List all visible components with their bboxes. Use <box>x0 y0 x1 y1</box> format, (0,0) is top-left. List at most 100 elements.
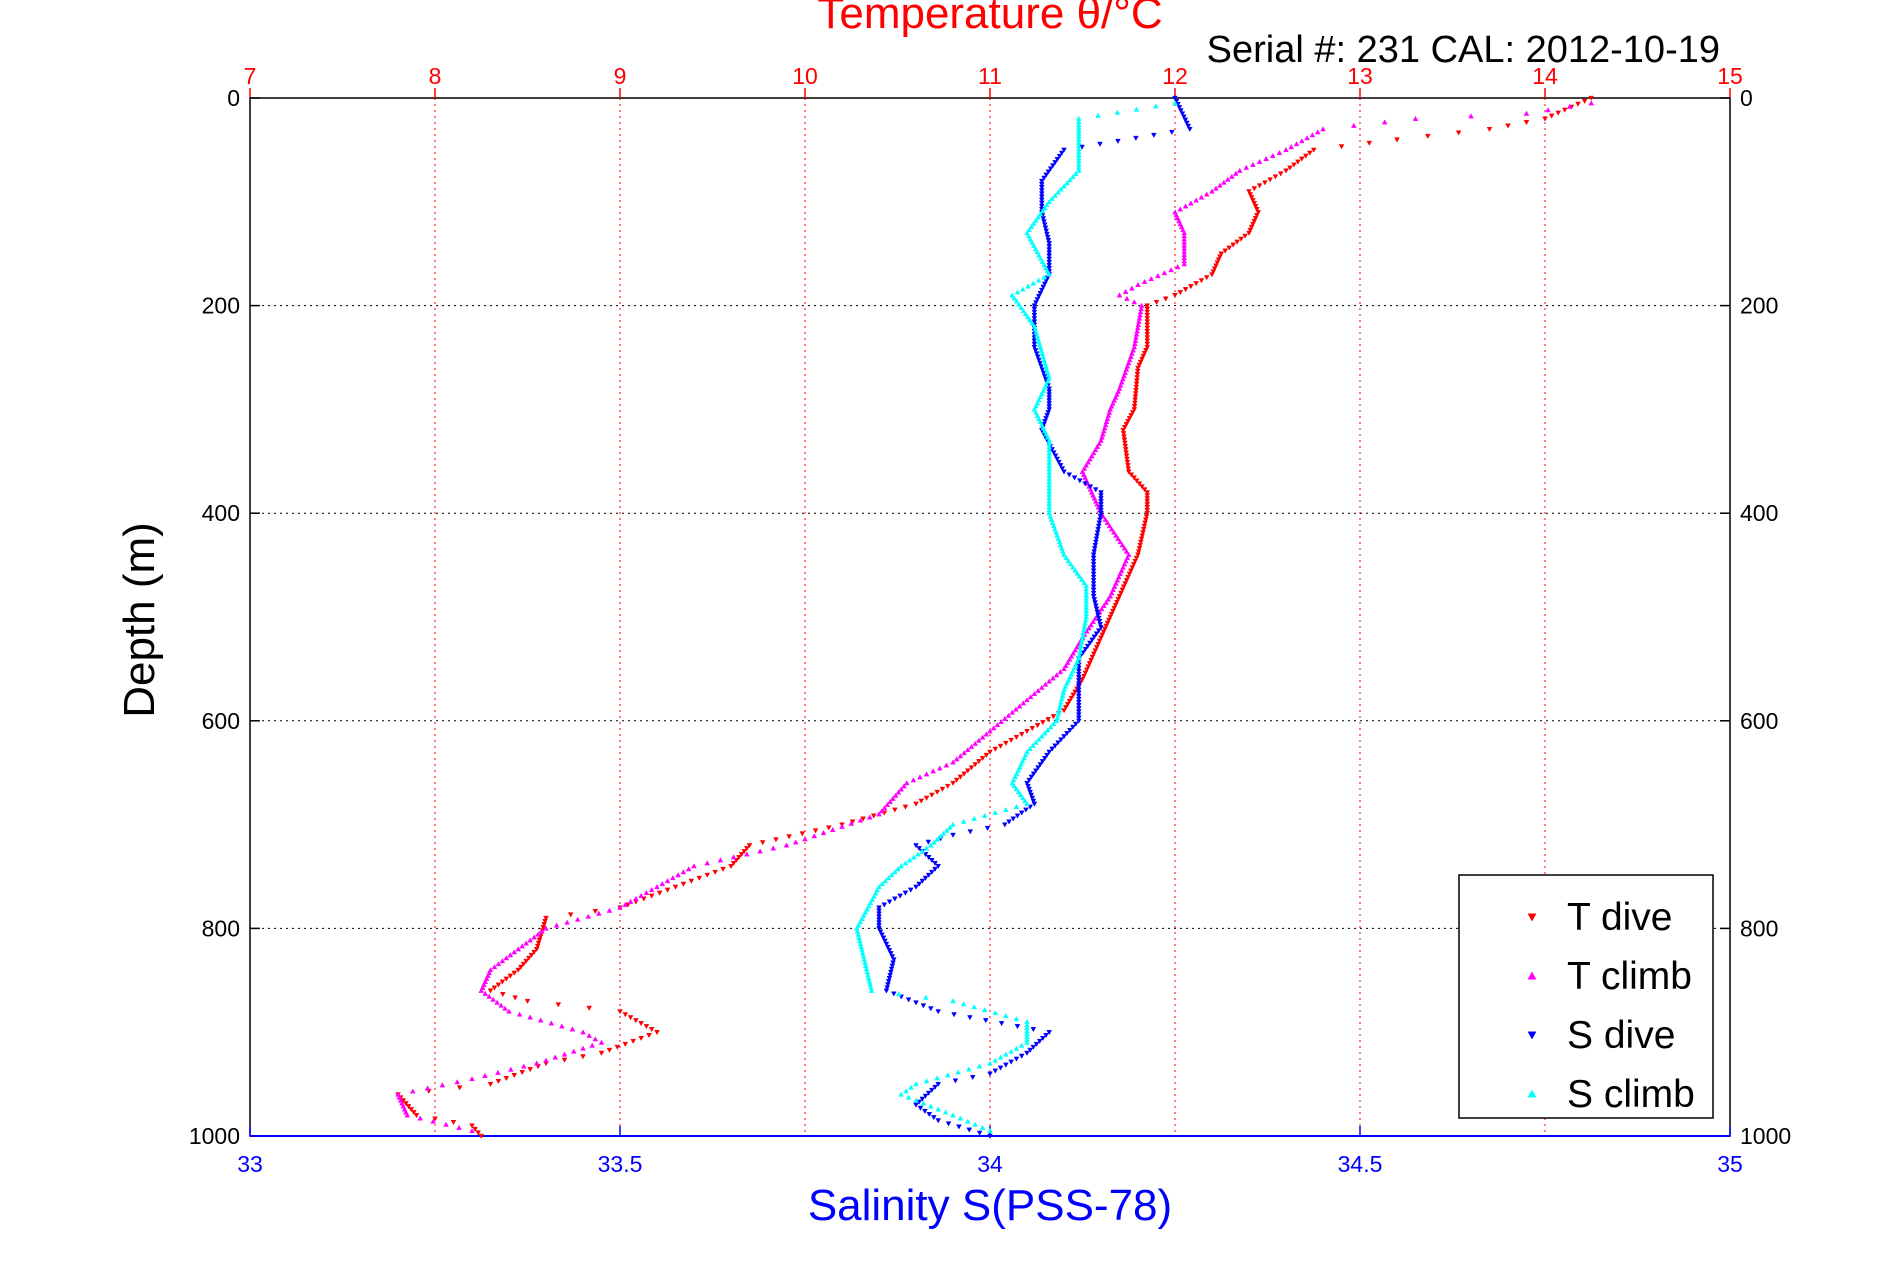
data-point <box>953 756 960 762</box>
data-point <box>1093 536 1100 542</box>
data-point <box>879 880 885 887</box>
data-point <box>1217 254 1223 260</box>
data-point <box>1133 381 1140 387</box>
x-axis-label: Salinity S(PSS-78) <box>808 1181 1172 1230</box>
data-point <box>926 1112 933 1118</box>
data-point <box>503 1075 510 1082</box>
data-point <box>543 1057 549 1063</box>
data-point <box>1548 113 1555 119</box>
data-point <box>1098 502 1104 508</box>
data-point <box>704 860 711 866</box>
data-point <box>1087 484 1094 490</box>
data-point <box>643 889 650 895</box>
data-point <box>892 869 898 875</box>
data-point <box>1064 180 1070 186</box>
data-point <box>586 1032 592 1038</box>
data-point <box>1041 373 1048 379</box>
data-point <box>1041 274 1047 280</box>
data-point <box>1222 248 1229 254</box>
data-point <box>876 923 882 929</box>
tick-label-depth-right: 1000 <box>1740 1123 1791 1149</box>
data-point <box>1090 584 1097 590</box>
data-point <box>966 1127 973 1133</box>
tick-label-depth-right: 400 <box>1740 500 1778 526</box>
data-point <box>1120 584 1127 590</box>
data-point <box>1046 386 1053 392</box>
data-point <box>553 922 560 928</box>
data-point <box>895 789 902 795</box>
data-point <box>1234 239 1240 245</box>
data-point <box>990 725 997 731</box>
data-point <box>857 817 864 823</box>
data-point <box>935 1106 942 1112</box>
data-point <box>654 1030 660 1036</box>
data-point <box>738 852 745 858</box>
data-point <box>871 893 877 899</box>
data-point <box>1031 242 1037 248</box>
data-point <box>1184 120 1190 126</box>
data-point <box>876 926 882 932</box>
data-point <box>1143 517 1149 523</box>
data-point <box>1065 558 1072 564</box>
data-point <box>1135 549 1142 555</box>
data-point <box>411 1110 417 1116</box>
legend-marker-s-climb <box>1527 1089 1537 1098</box>
data-point <box>857 919 864 925</box>
data-point <box>950 832 956 838</box>
data-point <box>1061 665 1067 672</box>
data-point <box>675 872 681 878</box>
data-point <box>494 999 500 1005</box>
data-point <box>1098 490 1104 496</box>
data-point <box>1126 571 1133 577</box>
data-point <box>1098 437 1104 443</box>
data-point <box>889 963 896 969</box>
data-point <box>877 929 884 935</box>
data-point <box>916 846 922 852</box>
data-point <box>1134 378 1140 384</box>
data-point <box>516 1011 523 1017</box>
data-point <box>922 875 929 881</box>
data-point <box>1566 103 1573 109</box>
data-point <box>972 1121 979 1127</box>
data-point <box>1106 617 1112 623</box>
data-point <box>1091 651 1097 657</box>
data-point <box>1042 265 1049 271</box>
data-point <box>1104 620 1111 626</box>
data-point <box>1133 388 1139 394</box>
data-point <box>890 960 896 966</box>
data-point <box>932 866 938 873</box>
data-point <box>1054 456 1060 462</box>
data-point <box>498 1002 504 1008</box>
data-point <box>1075 684 1082 690</box>
data-point <box>408 1107 415 1113</box>
data-point <box>1269 152 1276 159</box>
data-point <box>935 1118 942 1124</box>
data-point <box>1288 144 1295 150</box>
data-point <box>1015 789 1022 795</box>
data-point <box>1031 309 1038 315</box>
data-point <box>1095 628 1102 634</box>
data-point <box>1046 401 1053 407</box>
data-point <box>1101 602 1107 608</box>
data-point <box>511 949 518 955</box>
data-point <box>1068 695 1075 701</box>
data-point <box>1090 574 1097 580</box>
data-point <box>495 1078 502 1085</box>
data-point <box>535 931 541 937</box>
data-point <box>848 820 855 826</box>
data-point <box>1144 490 1151 496</box>
data-point <box>1075 167 1082 173</box>
data-point <box>1041 219 1047 225</box>
data-point <box>1013 1056 1020 1062</box>
data-point <box>531 949 537 956</box>
tick-label-depth-left: 400 <box>202 500 240 526</box>
data-point <box>1070 650 1077 656</box>
data-point <box>934 1075 940 1081</box>
data-point <box>1486 126 1493 133</box>
data-point <box>1038 203 1045 209</box>
data-point <box>1019 286 1026 292</box>
data-point <box>1031 801 1038 807</box>
data-point <box>1161 270 1168 276</box>
data-point <box>979 755 986 762</box>
